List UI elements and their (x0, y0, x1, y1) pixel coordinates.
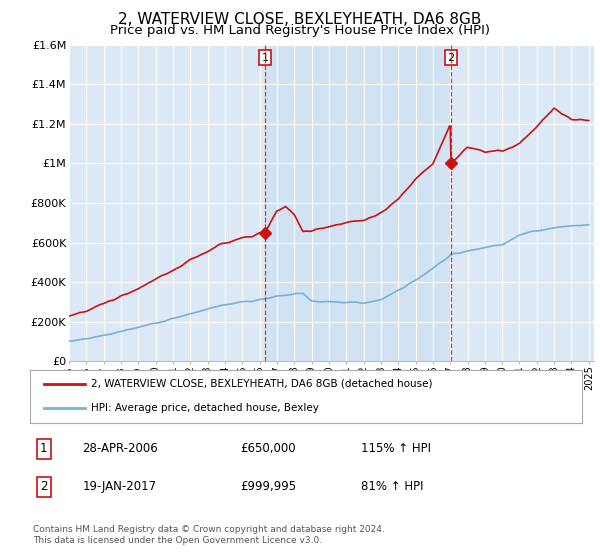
Text: Contains HM Land Registry data © Crown copyright and database right 2024.
This d: Contains HM Land Registry data © Crown c… (33, 525, 385, 545)
Text: 28-APR-2006: 28-APR-2006 (82, 442, 158, 455)
Text: HPI: Average price, detached house, Bexley: HPI: Average price, detached house, Bexl… (91, 403, 319, 413)
Text: Price paid vs. HM Land Registry's House Price Index (HPI): Price paid vs. HM Land Registry's House … (110, 24, 490, 37)
Text: 2: 2 (448, 53, 455, 63)
Text: 1: 1 (40, 442, 47, 455)
Text: £650,000: £650,000 (240, 442, 295, 455)
Text: 115% ↑ HPI: 115% ↑ HPI (361, 442, 431, 455)
Text: 19-JAN-2017: 19-JAN-2017 (82, 480, 157, 493)
Text: £999,995: £999,995 (240, 480, 296, 493)
Bar (265, 45, 451, 361)
Text: 1: 1 (262, 53, 269, 63)
Text: 81% ↑ HPI: 81% ↑ HPI (361, 480, 424, 493)
Text: 2, WATERVIEW CLOSE, BEXLEYHEATH, DA6 8GB (detached house): 2, WATERVIEW CLOSE, BEXLEYHEATH, DA6 8GB… (91, 379, 432, 389)
Text: 2: 2 (40, 480, 47, 493)
Text: 2, WATERVIEW CLOSE, BEXLEYHEATH, DA6 8GB: 2, WATERVIEW CLOSE, BEXLEYHEATH, DA6 8GB (118, 12, 482, 27)
